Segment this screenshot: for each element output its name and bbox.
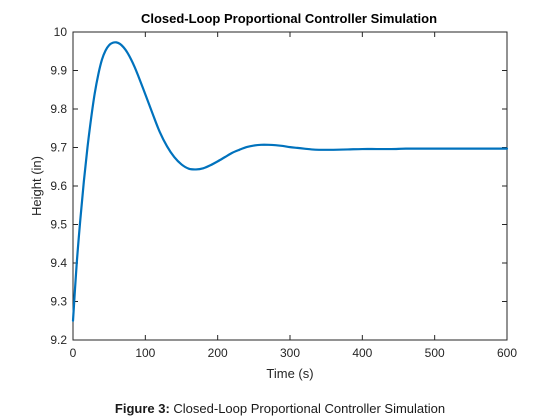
y-axis: 9.2 9.3 9.4 9.5 9.6 9.7 9.8 9.9 10 bbox=[50, 25, 507, 347]
plot-area bbox=[72, 31, 508, 341]
y-tick-label-8: 10 bbox=[54, 25, 68, 39]
y-tick-label-3: 9.5 bbox=[50, 218, 67, 232]
x-axis: 0 100 200 300 400 500 600 bbox=[70, 32, 517, 360]
y-tick-label-2: 9.4 bbox=[50, 256, 67, 270]
figure-caption-label: Figure 3: bbox=[114, 401, 170, 416]
y-axis-label: Height (in) bbox=[29, 156, 44, 216]
y-tick-label-1: 9.3 bbox=[50, 295, 67, 309]
x-tick-label-6: 600 bbox=[497, 346, 517, 360]
x-tick-label-0: 0 bbox=[70, 346, 77, 360]
x-tick-label-2: 200 bbox=[208, 346, 228, 360]
x-tick-label-1: 100 bbox=[135, 346, 155, 360]
y-tick-label-0: 9.2 bbox=[50, 333, 67, 347]
x-tick-label-3: 300 bbox=[280, 346, 300, 360]
x-tick-label-5: 500 bbox=[425, 346, 445, 360]
y-tick-label-6: 9.8 bbox=[50, 102, 67, 116]
y-tick-label-7: 9.9 bbox=[50, 64, 67, 78]
x-tick-label-4: 400 bbox=[352, 346, 372, 360]
height-response-line bbox=[71, 41, 509, 322]
chart-title: Closed-Loop Proportional Controller Simu… bbox=[141, 11, 437, 26]
y-tick-label-4: 9.6 bbox=[50, 179, 67, 193]
figure-caption-text: Closed-Loop Proportional Controller Simu… bbox=[169, 401, 446, 416]
line-chart: Closed-Loop Proportional Controller Simu… bbox=[29, 11, 517, 381]
figure-caption: Figure 3: Closed-Loop Proportional Contr… bbox=[0, 401, 560, 416]
x-axis-label: Time (s) bbox=[266, 366, 313, 381]
y-tick-label-5: 9.7 bbox=[50, 141, 67, 155]
